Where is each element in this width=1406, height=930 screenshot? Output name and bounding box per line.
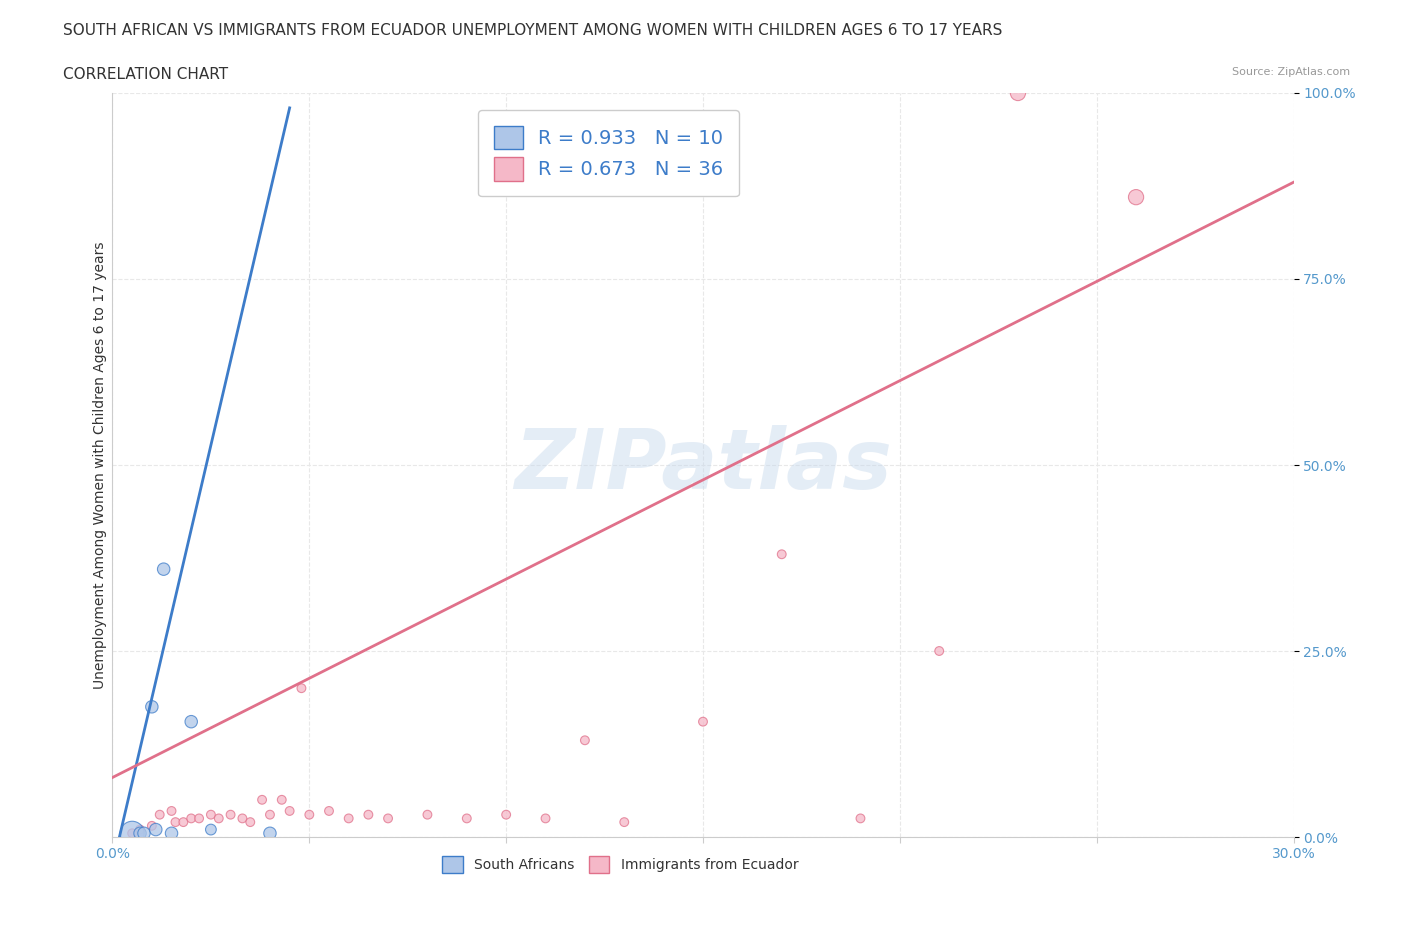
Point <box>180 811 202 826</box>
Point <box>180 714 202 729</box>
Point <box>160 804 183 818</box>
Point <box>574 733 596 748</box>
Point <box>1125 190 1147 205</box>
Point <box>141 699 163 714</box>
Point <box>121 826 143 841</box>
Point <box>160 826 183 841</box>
Point <box>145 822 167 837</box>
Point <box>290 681 312 696</box>
Point <box>141 818 163 833</box>
Point <box>416 807 439 822</box>
Point <box>188 811 211 826</box>
Point <box>534 811 557 826</box>
Legend: South Africans, Immigrants from Ecuador: South Africans, Immigrants from Ecuador <box>437 850 804 879</box>
Point <box>770 547 793 562</box>
Y-axis label: Unemployment Among Women with Children Ages 6 to 17 years: Unemployment Among Women with Children A… <box>93 241 107 689</box>
Point <box>152 562 174 577</box>
Point <box>239 815 262 830</box>
Point <box>278 804 301 818</box>
Point <box>165 815 187 830</box>
Point <box>250 792 273 807</box>
Point <box>129 822 152 837</box>
Point <box>208 811 231 826</box>
Point <box>259 807 281 822</box>
Point <box>270 792 292 807</box>
Point <box>692 714 714 729</box>
Point <box>357 807 380 822</box>
Point <box>377 811 399 826</box>
Text: SOUTH AFRICAN VS IMMIGRANTS FROM ECUADOR UNEMPLOYMENT AMONG WOMEN WITH CHILDREN : SOUTH AFRICAN VS IMMIGRANTS FROM ECUADOR… <box>63 23 1002 38</box>
Point <box>849 811 872 826</box>
Point <box>132 826 155 841</box>
Point <box>495 807 517 822</box>
Point <box>200 822 222 837</box>
Text: ZIPatlas: ZIPatlas <box>515 424 891 506</box>
Point <box>318 804 340 818</box>
Point <box>1007 86 1029 100</box>
Point <box>172 815 194 830</box>
Point <box>298 807 321 822</box>
Text: Source: ZipAtlas.com: Source: ZipAtlas.com <box>1232 67 1350 77</box>
Point <box>149 807 172 822</box>
Point <box>129 826 152 841</box>
Point <box>613 815 636 830</box>
Point <box>121 826 143 841</box>
Point <box>259 826 281 841</box>
Point <box>219 807 242 822</box>
Point <box>200 807 222 822</box>
Point <box>337 811 360 826</box>
Point <box>928 644 950 658</box>
Point <box>456 811 478 826</box>
Point <box>231 811 253 826</box>
Text: CORRELATION CHART: CORRELATION CHART <box>63 67 228 82</box>
